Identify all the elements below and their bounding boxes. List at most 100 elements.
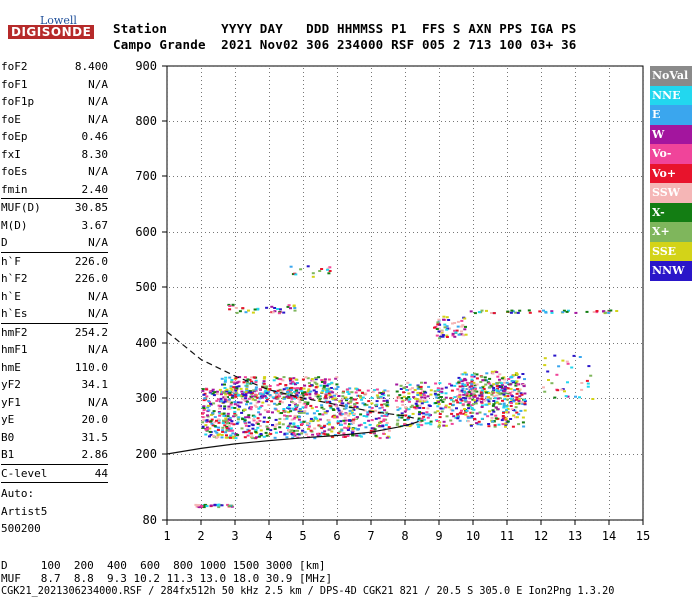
echo-point <box>227 303 231 306</box>
echo-point <box>262 382 266 385</box>
echo-point <box>397 416 401 419</box>
grid-dot <box>269 348 270 349</box>
grid-dot <box>507 68 508 69</box>
grid-dot <box>303 140 304 141</box>
echo-point <box>284 384 288 386</box>
grid-dot <box>437 176 438 177</box>
grid-dot <box>575 348 576 349</box>
grid-dot <box>497 121 498 122</box>
echo-point <box>335 415 339 418</box>
grid-dot <box>573 287 574 288</box>
grid-dot <box>643 440 644 441</box>
grid-dot <box>337 476 338 477</box>
echo-point <box>439 335 443 338</box>
grid-dot <box>573 176 574 177</box>
echo-point <box>223 424 227 427</box>
grid-dot <box>629 232 630 233</box>
grid-dot <box>609 448 610 449</box>
grid-dot <box>541 280 542 281</box>
grid-dot <box>643 500 644 501</box>
grid-dot <box>473 228 474 229</box>
grid-dot <box>337 308 338 309</box>
x-tick-label: 6 <box>333 529 340 543</box>
grid-dot <box>609 212 610 213</box>
grid-dot <box>575 352 576 353</box>
grid-dot <box>637 66 638 67</box>
echo-point <box>546 370 550 373</box>
echo-point <box>232 397 236 400</box>
grid-dot <box>337 220 338 221</box>
grid-dot <box>303 220 304 221</box>
echo-point <box>271 311 275 314</box>
grid-dot <box>337 236 338 237</box>
grid-dot <box>235 484 236 485</box>
echo-point <box>565 360 569 363</box>
grid-dot <box>321 343 322 344</box>
grid-dot <box>201 184 202 185</box>
grid-dot <box>609 220 610 221</box>
param-row: MUF(D) 30.85 <box>1 199 108 217</box>
echo-point <box>561 359 565 362</box>
echo-point <box>471 411 475 414</box>
echo-point <box>355 407 359 410</box>
grid-dot <box>575 280 576 281</box>
echo-point <box>316 395 320 398</box>
grid-dot <box>643 400 644 401</box>
echo-point <box>491 390 494 393</box>
grid-dot <box>169 520 170 521</box>
echo-point <box>514 311 518 314</box>
grid-dot <box>213 454 214 455</box>
grid-dot <box>439 228 440 229</box>
echo-point <box>232 381 236 384</box>
echo-point <box>510 380 514 382</box>
grid-dot <box>573 398 574 399</box>
grid-dot <box>329 66 330 67</box>
grid-dot <box>633 121 634 122</box>
grid-dot <box>269 204 270 205</box>
echo-point <box>230 389 234 391</box>
echo-point <box>375 388 379 391</box>
grid-dot <box>229 176 230 177</box>
echo-point <box>416 384 420 387</box>
grid-dot <box>371 336 372 337</box>
grid-dot <box>457 121 458 122</box>
grid-dot <box>575 120 576 121</box>
grid-dot <box>575 192 576 193</box>
echo-point <box>273 376 277 379</box>
legend-item-xminus: X- <box>650 202 692 222</box>
grid-dot <box>405 404 406 405</box>
y-tick-label: 400 <box>135 336 157 350</box>
param-value: N/A <box>88 395 108 409</box>
grid-dot <box>273 176 274 177</box>
echo-point <box>486 415 490 418</box>
grid-dot <box>371 240 372 241</box>
echo-point <box>361 396 365 399</box>
echo-point <box>495 401 499 404</box>
echo-point <box>234 393 238 396</box>
grid-dot <box>633 287 634 288</box>
echo-point <box>284 385 288 388</box>
grid-dot <box>393 398 394 399</box>
grid-dot <box>337 428 338 429</box>
echo-point <box>272 379 276 382</box>
param-value: 3.67 <box>81 218 109 232</box>
grid-dot <box>167 160 168 161</box>
echo-point <box>595 310 599 312</box>
grid-dot <box>473 272 474 273</box>
grid-dot <box>507 80 508 81</box>
grid-dot <box>269 224 270 225</box>
echo-point <box>382 394 386 397</box>
grid-dot <box>609 68 610 69</box>
echo-point <box>258 406 262 409</box>
echo-point <box>259 392 262 395</box>
echo-point <box>276 395 280 398</box>
grid-dot <box>633 66 634 67</box>
grid-dot <box>371 224 372 225</box>
echo-point <box>399 388 403 390</box>
grid-dot <box>609 156 610 157</box>
grid-dot <box>357 66 358 67</box>
grid-dot <box>439 284 440 285</box>
grid-dot <box>361 121 362 122</box>
y-tick-label: 500 <box>135 280 157 294</box>
grid-dot <box>167 424 168 425</box>
